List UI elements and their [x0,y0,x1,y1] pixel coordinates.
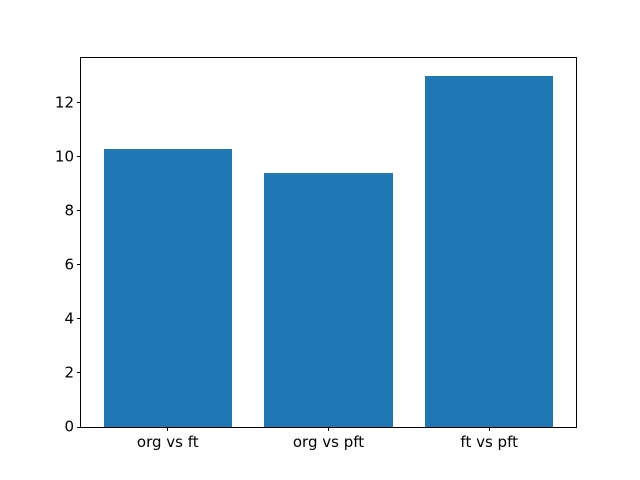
y-tick-label: 0 [64,417,74,436]
x-tick-label: org vs pft [292,433,365,451]
y-tick-mark [77,264,81,266]
x-tick-mark [488,427,490,431]
x-tick-mark [167,427,169,431]
bar [264,172,393,427]
y-tick-label: 4 [64,309,74,328]
y-tick-label: 2 [64,363,74,382]
x-tick-label: ft vs pft [460,433,518,451]
y-tick-mark [77,102,81,104]
y-tick-label: 12 [54,93,74,112]
plot-area: 0 2 4 6 8 10 12 org vs ft org vs pft ft vs pft [55,57,577,451]
y-tick-mark [77,372,81,374]
y-tick-mark [77,318,81,320]
bar [103,148,233,427]
x-tick-label: org vs ft [136,433,199,451]
y-tick-mark [77,210,81,212]
y-tick-mark [77,426,81,428]
y-tick-label: 10 [54,147,74,166]
x-tick-mark [328,427,329,431]
bar [424,75,554,427]
y-tick-label: 6 [64,255,74,274]
y-tick-label: 8 [64,201,74,220]
y-tick-mark [77,156,81,158]
